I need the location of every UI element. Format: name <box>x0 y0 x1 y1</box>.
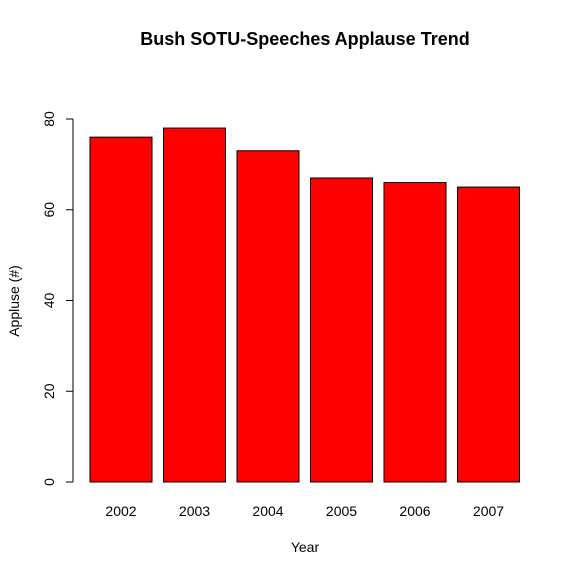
x-tick-label: 2007 <box>473 503 504 519</box>
bars-group <box>89 127 520 483</box>
y-axis-label: Appluse (#) <box>6 265 22 337</box>
y-tick-label: 0 <box>41 478 57 486</box>
bar-2003 <box>163 127 226 483</box>
x-axis-label: Year <box>291 539 320 555</box>
y-tick-label: 80 <box>41 111 57 127</box>
x-tick-label: 2002 <box>105 503 136 519</box>
y-tick-label: 40 <box>41 293 57 309</box>
chart-title: Bush SOTU-Speeches Applause Trend <box>140 29 469 49</box>
bar-2004 <box>236 150 300 483</box>
y-tick-label: 60 <box>41 202 57 218</box>
bar-2006 <box>383 182 447 483</box>
bar-2005 <box>310 177 373 483</box>
y-axis: 0 20 40 60 80 <box>41 111 74 486</box>
x-tick-label: 2003 <box>179 503 210 519</box>
x-tick-label: 2004 <box>252 503 283 519</box>
bar-2007 <box>457 186 520 483</box>
x-tick-label: 2006 <box>399 503 430 519</box>
x-tick-labels: 2002 2003 2004 2005 2006 2007 <box>105 503 504 519</box>
y-tick-label: 20 <box>41 383 57 399</box>
x-tick-label: 2005 <box>326 503 357 519</box>
bar-2002 <box>89 136 153 483</box>
